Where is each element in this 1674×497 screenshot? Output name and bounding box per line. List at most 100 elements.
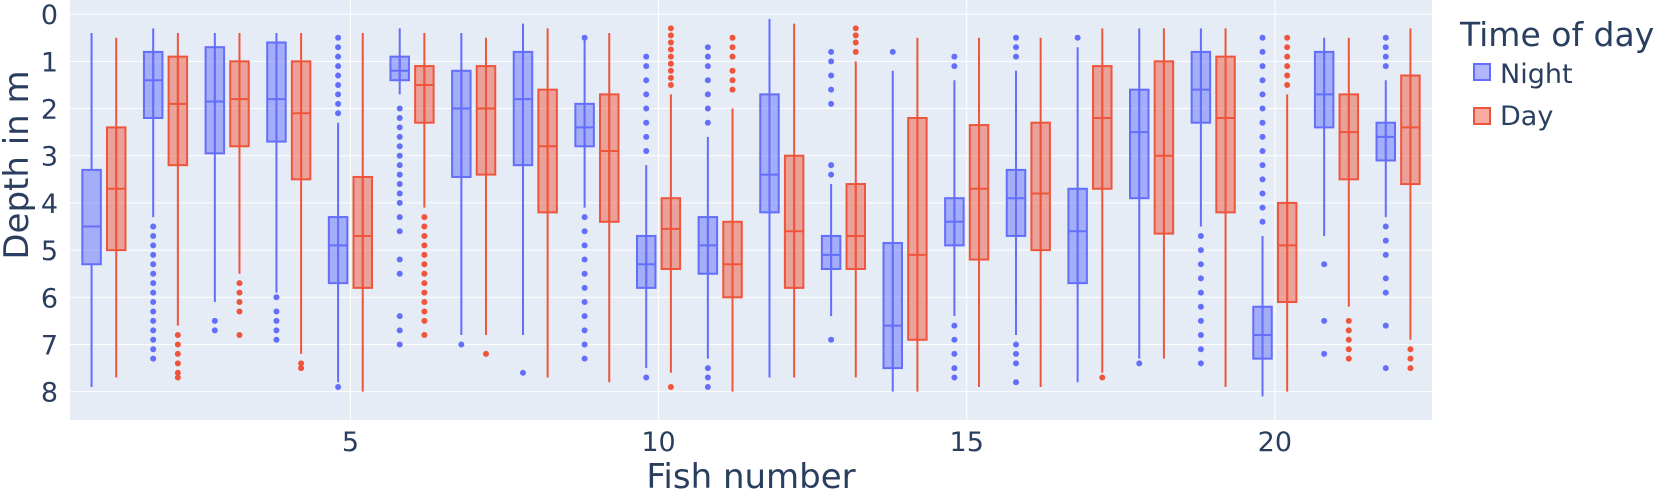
box-night-3[interactable] [204, 33, 226, 334]
box-day-20[interactable] [1276, 34, 1298, 392]
outlier-point [581, 34, 588, 41]
box-day-9[interactable] [599, 33, 620, 383]
outlier-point [704, 383, 711, 390]
box-night-20[interactable] [1252, 34, 1273, 397]
box-iqr [1400, 74, 1421, 186]
outlier-point [581, 228, 588, 235]
box-night-11[interactable] [697, 44, 719, 390]
y-tick-label: 5 [41, 236, 58, 267]
box-day-3[interactable] [229, 33, 250, 339]
outlier-point [828, 100, 835, 107]
box-iqr [1338, 93, 1360, 181]
box-iqr [290, 60, 312, 181]
outlier-point [1284, 72, 1291, 79]
outlier-point [150, 270, 157, 277]
outlier-point [581, 355, 588, 362]
outlier-point [1345, 346, 1352, 353]
box-day-13[interactable] [845, 25, 867, 378]
legend-item-night[interactable]: Night [1473, 59, 1573, 90]
outlier-point [643, 133, 650, 140]
box-night-10[interactable] [635, 53, 657, 381]
box-iqr [1129, 88, 1150, 200]
box-day-10[interactable] [660, 25, 682, 390]
x-tick-label: 15 [950, 427, 984, 458]
box-night-1[interactable] [81, 33, 102, 387]
outlier-point [174, 341, 181, 348]
outlier-point [1321, 317, 1328, 324]
box-iqr [414, 65, 435, 124]
box-day-18[interactable] [1153, 28, 1175, 359]
outlier-point [1407, 355, 1414, 362]
outlier-point [211, 317, 218, 324]
legend-title: Time of day [1459, 15, 1654, 54]
box-night-8[interactable] [512, 23, 534, 376]
box-iqr [1375, 121, 1397, 162]
box-night-22[interactable] [1375, 34, 1397, 372]
box-iqr [660, 197, 682, 270]
box-day-22[interactable] [1400, 28, 1421, 372]
box-night-12[interactable] [759, 18, 780, 378]
box-day-14[interactable] [907, 37, 928, 392]
box-iqr [451, 69, 472, 178]
outlier-point [482, 350, 489, 357]
box-night-5[interactable] [327, 34, 349, 390]
outlier-point [519, 369, 526, 376]
outlier-point [396, 143, 403, 150]
x-tick-label: 10 [641, 427, 675, 458]
outlier-point [581, 284, 588, 291]
box-day-15[interactable] [968, 37, 990, 387]
box-day-2[interactable] [167, 33, 189, 381]
series-day [105, 23, 1421, 392]
box-night-18[interactable] [1129, 28, 1150, 367]
outlier-point [1259, 34, 1266, 41]
box-day-12[interactable] [783, 23, 805, 378]
box-day-16[interactable] [1030, 37, 1051, 387]
outlier-point [1259, 218, 1266, 225]
box-night-14[interactable] [882, 48, 903, 392]
outlier-point [396, 199, 403, 206]
legend-item-day[interactable]: Day [1473, 101, 1553, 132]
outlier-point [667, 60, 674, 67]
box-day-4[interactable] [290, 33, 312, 372]
outlier-point [150, 261, 157, 268]
outlier-point [150, 289, 157, 296]
box-day-7[interactable] [475, 37, 497, 357]
box-night-7[interactable] [451, 33, 472, 348]
box-night-19[interactable] [1190, 28, 1212, 367]
outlier-point [1382, 275, 1389, 282]
box-day-8[interactable] [537, 28, 558, 378]
outlier-point [667, 32, 674, 39]
outlier-point [335, 81, 342, 88]
outlier-point [150, 336, 157, 343]
box-night-16[interactable] [1005, 34, 1027, 386]
outlier-point [396, 256, 403, 263]
box-iqr [537, 88, 558, 214]
box-day-5[interactable] [352, 33, 373, 392]
outlier-point [828, 162, 835, 169]
box-day-1[interactable] [105, 37, 127, 378]
outlier-point [951, 365, 958, 372]
box-night-6[interactable] [389, 28, 410, 348]
box-night-15[interactable] [944, 53, 965, 381]
outlier-point [421, 308, 428, 315]
box-night-13[interactable] [820, 48, 842, 343]
outlier-point [1259, 190, 1266, 197]
outlier-point [667, 53, 674, 60]
box-night-17[interactable] [1067, 34, 1088, 383]
outlier-point [643, 374, 650, 381]
outlier-point [729, 34, 736, 41]
outlier-point [1345, 317, 1352, 324]
box-night-2[interactable] [142, 28, 164, 362]
box-night-9[interactable] [574, 34, 595, 362]
outlier-point [667, 383, 674, 390]
box-day-11[interactable] [722, 34, 743, 392]
box-night-21[interactable] [1313, 37, 1335, 357]
outlier-point [335, 63, 342, 70]
box-iqr [475, 65, 497, 176]
box-day-19[interactable] [1215, 28, 1236, 387]
box-night-4[interactable] [266, 33, 287, 343]
box-day-21[interactable] [1338, 37, 1360, 362]
outlier-point [1074, 34, 1081, 41]
box-day-6[interactable] [414, 33, 435, 339]
box-day-17[interactable] [1092, 28, 1113, 381]
